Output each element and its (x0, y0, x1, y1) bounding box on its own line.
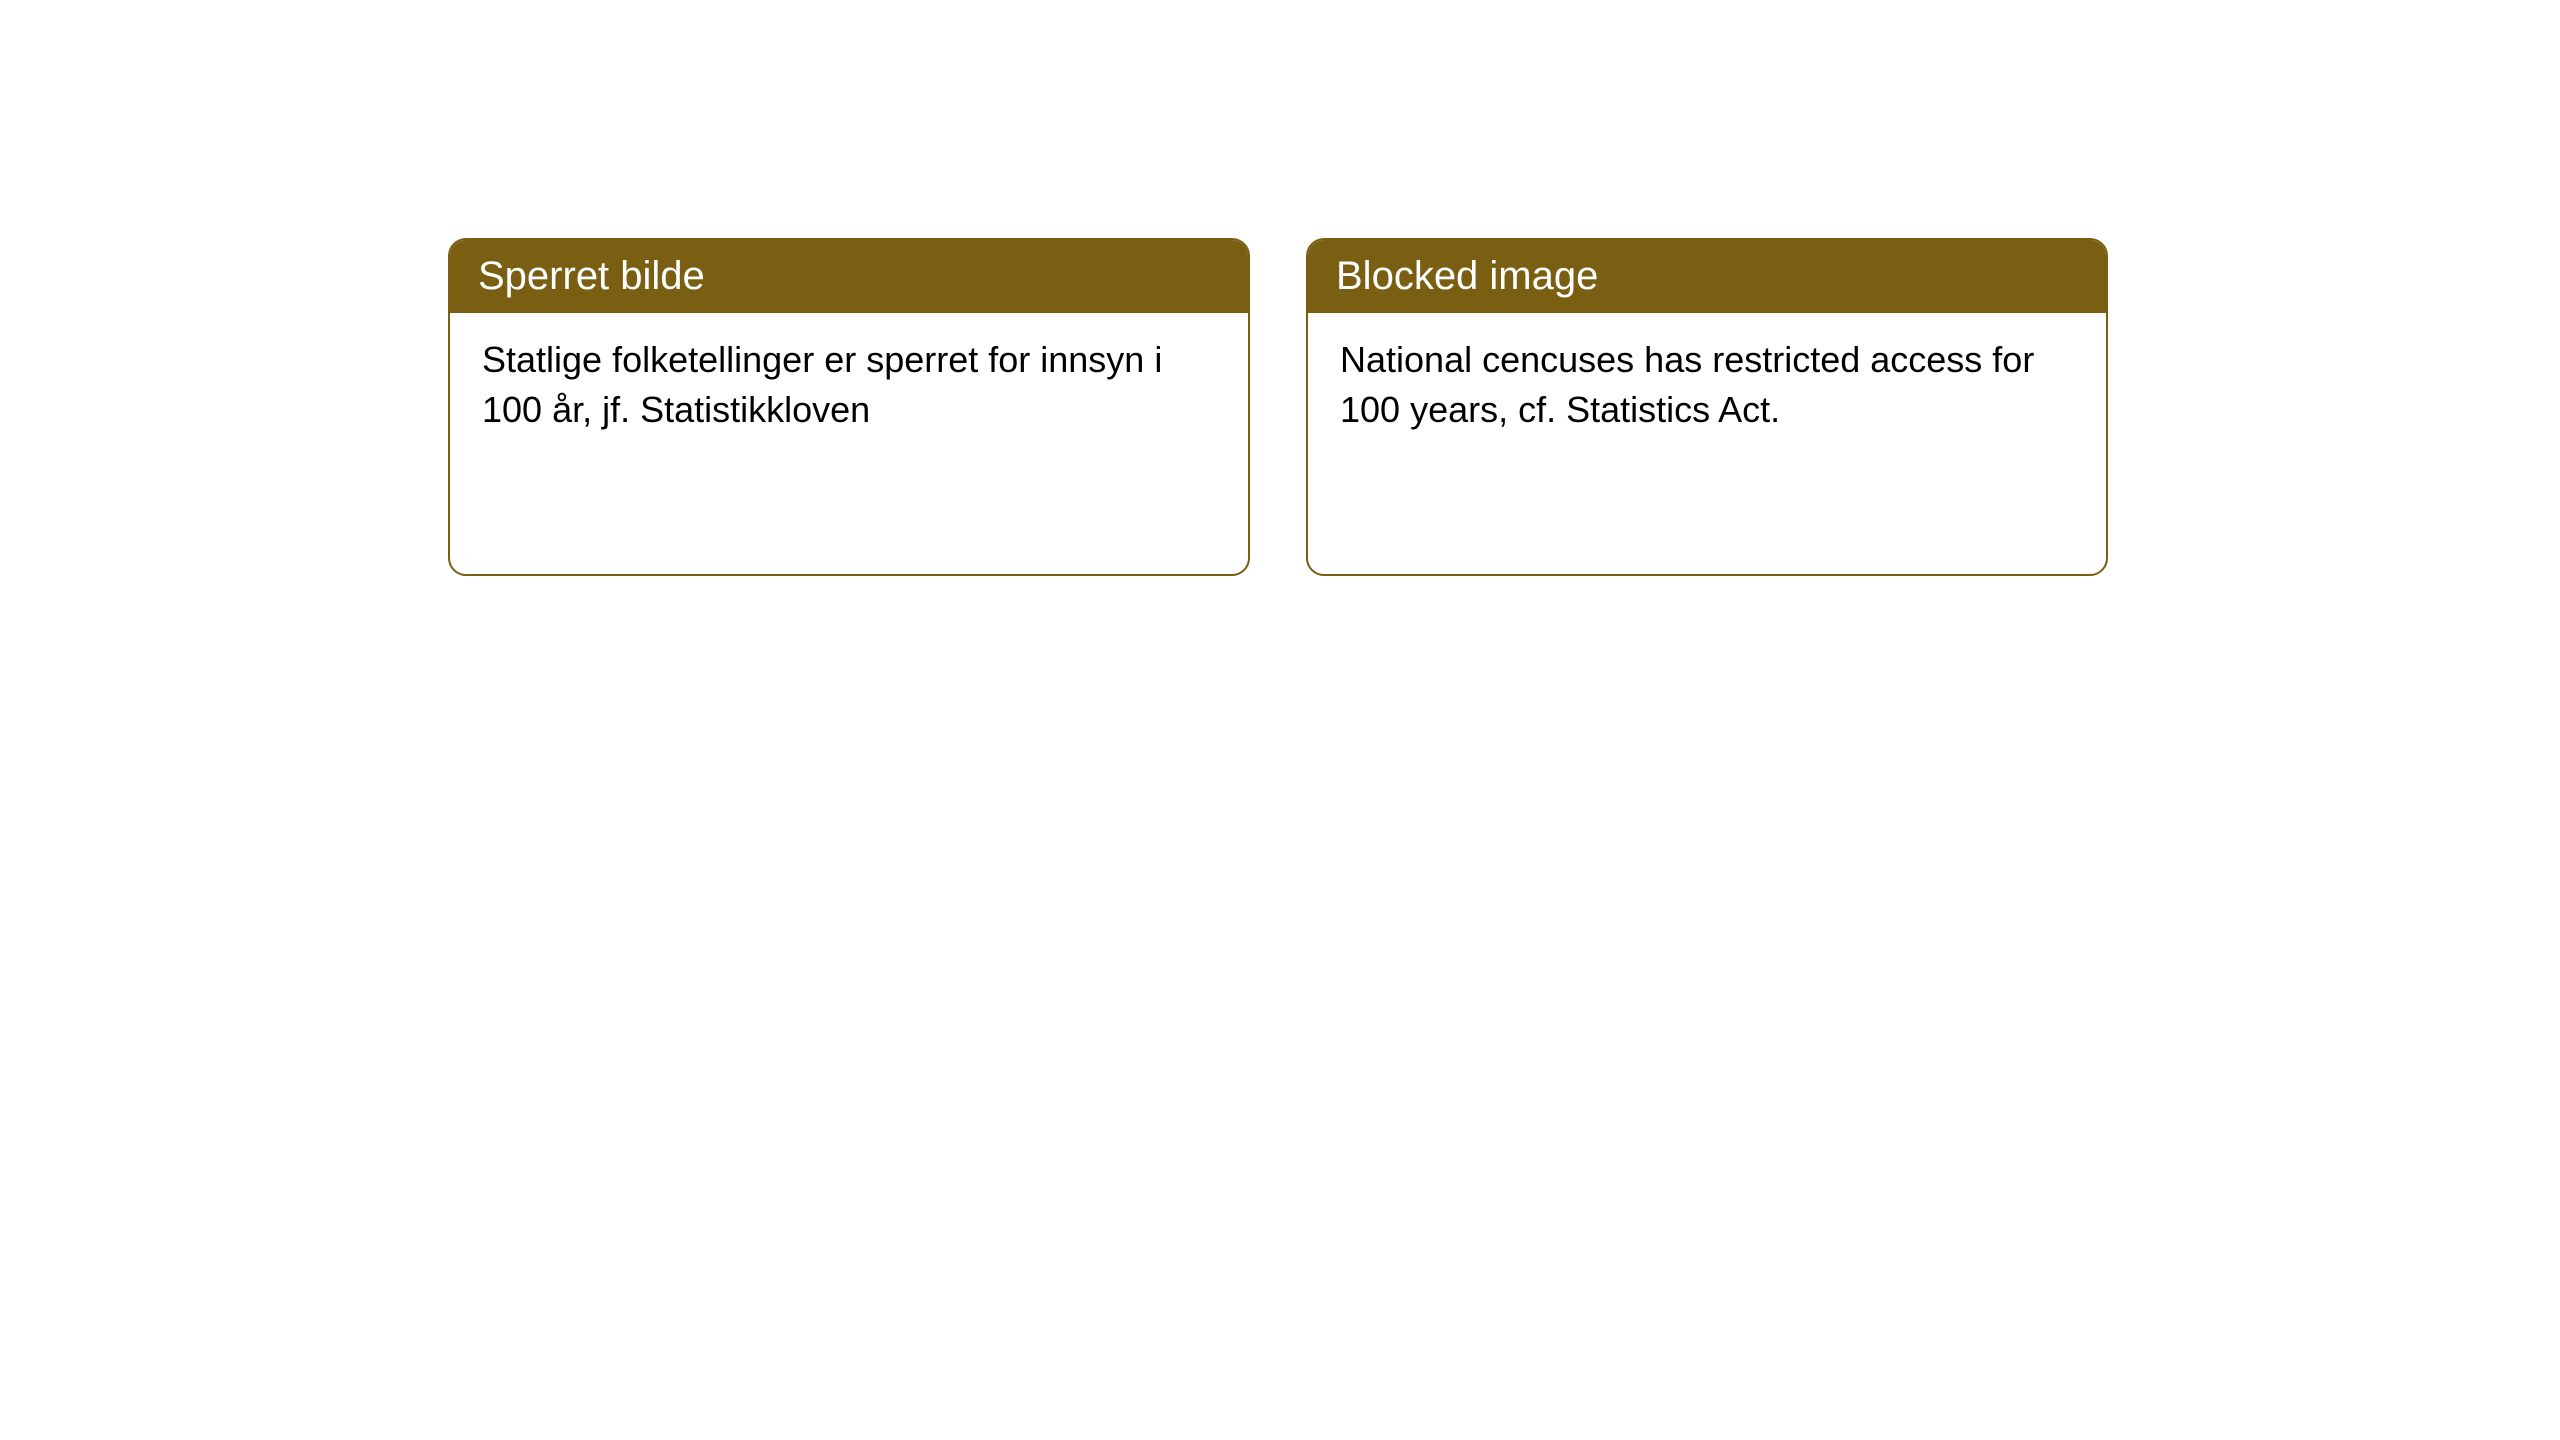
card-title: Blocked image (1336, 254, 1598, 298)
card-body-text: Statlige folketellinger er sperret for i… (482, 339, 1162, 430)
card-body-text: National cencuses has restricted access … (1340, 339, 2034, 430)
card-header: Blocked image (1308, 240, 2106, 313)
info-card-english: Blocked image National cencuses has rest… (1306, 238, 2108, 576)
card-body: Statlige folketellinger er sperret for i… (450, 313, 1248, 458)
info-cards-container: Sperret bilde Statlige folketellinger er… (448, 238, 2108, 576)
card-header: Sperret bilde (450, 240, 1248, 313)
card-body: National cencuses has restricted access … (1308, 313, 2106, 458)
card-title: Sperret bilde (478, 254, 705, 298)
info-card-norwegian: Sperret bilde Statlige folketellinger er… (448, 238, 1250, 576)
